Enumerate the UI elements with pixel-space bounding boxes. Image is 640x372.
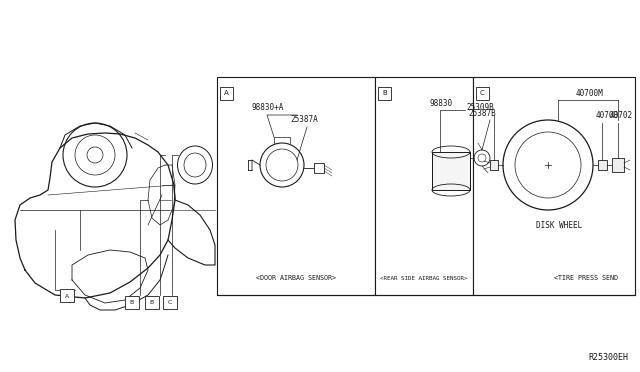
- Text: B: B: [150, 301, 154, 305]
- Text: C: C: [168, 301, 172, 305]
- Bar: [490, 160, 498, 170]
- Text: 40700M: 40700M: [576, 89, 604, 97]
- Text: A: A: [65, 294, 69, 298]
- Bar: [476, 87, 489, 100]
- Text: <DOOR AIRBAG SENSOR>: <DOOR AIRBAG SENSOR>: [256, 275, 336, 281]
- Bar: [598, 160, 607, 170]
- Bar: [473, 77, 635, 295]
- Text: B: B: [382, 90, 387, 96]
- Text: DISK WHEEL: DISK WHEEL: [536, 221, 582, 230]
- Bar: [163, 296, 177, 309]
- Text: 98830+A: 98830+A: [252, 103, 284, 112]
- Text: <TIRE PRESS SEND: <TIRE PRESS SEND: [554, 275, 618, 281]
- Bar: [220, 87, 233, 100]
- Bar: [375, 77, 473, 295]
- Text: 25309B: 25309B: [466, 103, 493, 112]
- Text: 25387A: 25387A: [290, 115, 317, 124]
- Bar: [60, 289, 74, 302]
- Bar: [378, 87, 391, 100]
- Bar: [612, 158, 624, 172]
- Text: 40703: 40703: [596, 110, 619, 119]
- Bar: [432, 152, 470, 190]
- Text: A: A: [224, 90, 229, 96]
- Text: R25300EH: R25300EH: [588, 353, 628, 362]
- Text: B: B: [130, 301, 134, 305]
- Text: 98830: 98830: [430, 99, 453, 109]
- Text: 40702: 40702: [610, 110, 633, 119]
- Bar: [125, 296, 139, 309]
- Bar: [145, 296, 159, 309]
- Text: 25387B: 25387B: [468, 109, 496, 118]
- Text: <REAR SIDE AIRBAG SENSOR>: <REAR SIDE AIRBAG SENSOR>: [380, 276, 468, 280]
- Text: C: C: [480, 90, 485, 96]
- Bar: [314, 163, 324, 173]
- Bar: [217, 77, 375, 295]
